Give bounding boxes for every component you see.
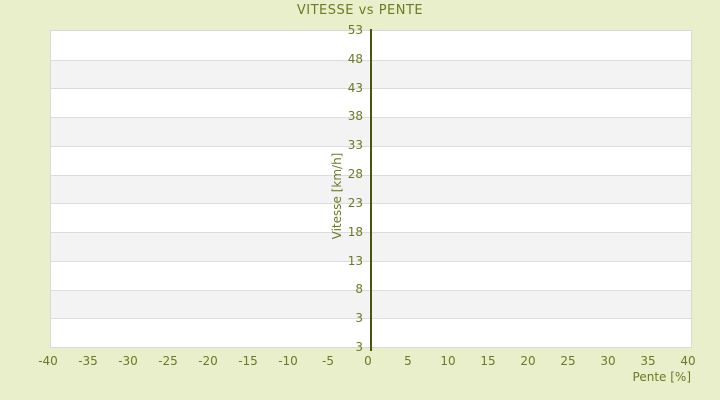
x-tick-label: 35 (640, 354, 656, 368)
y-axis-line (370, 29, 372, 351)
x-axis-label: Pente [%] (632, 370, 691, 384)
y-tick-label: 38 (347, 109, 363, 123)
x-tick-label: 0 (364, 354, 372, 368)
chart-title: VITESSE vs PENTE (296, 3, 424, 18)
y-tick-label: 23 (347, 196, 363, 210)
x-tick-label: 20 (520, 354, 536, 368)
x-tick-label: -10 (278, 354, 298, 368)
x-tick-label: -35 (78, 354, 98, 368)
y-tick-label: 3 (355, 340, 363, 354)
x-tick-label: 30 (600, 354, 616, 368)
x-tick-label: 15 (480, 354, 496, 368)
x-tick-label: 10 (440, 354, 456, 368)
x-tick-label: -5 (322, 354, 334, 368)
y-axis-label: Vitesse [km/h] (330, 152, 344, 240)
y-tick-label: 3 (355, 311, 363, 325)
y-tick-label: 43 (347, 81, 363, 95)
y-tick-label: 33 (347, 138, 363, 152)
y-tick-label: 53 (347, 23, 363, 37)
x-tick-label: -30 (118, 354, 138, 368)
x-tick-label: 25 (560, 354, 576, 368)
y-tick-label: 48 (347, 52, 363, 66)
y-tick-label: 13 (347, 254, 363, 268)
y-tick-label: 18 (347, 225, 363, 239)
x-tick-label: -25 (158, 354, 178, 368)
x-tick-label: -20 (198, 354, 218, 368)
y-tick-label: 8 (355, 282, 363, 296)
x-tick-label: -15 (238, 354, 258, 368)
y-tick-label: 28 (347, 167, 363, 181)
x-tick-label: 40 (680, 354, 696, 368)
x-tick-label: 5 (404, 354, 412, 368)
x-tick-label: -40 (38, 354, 58, 368)
